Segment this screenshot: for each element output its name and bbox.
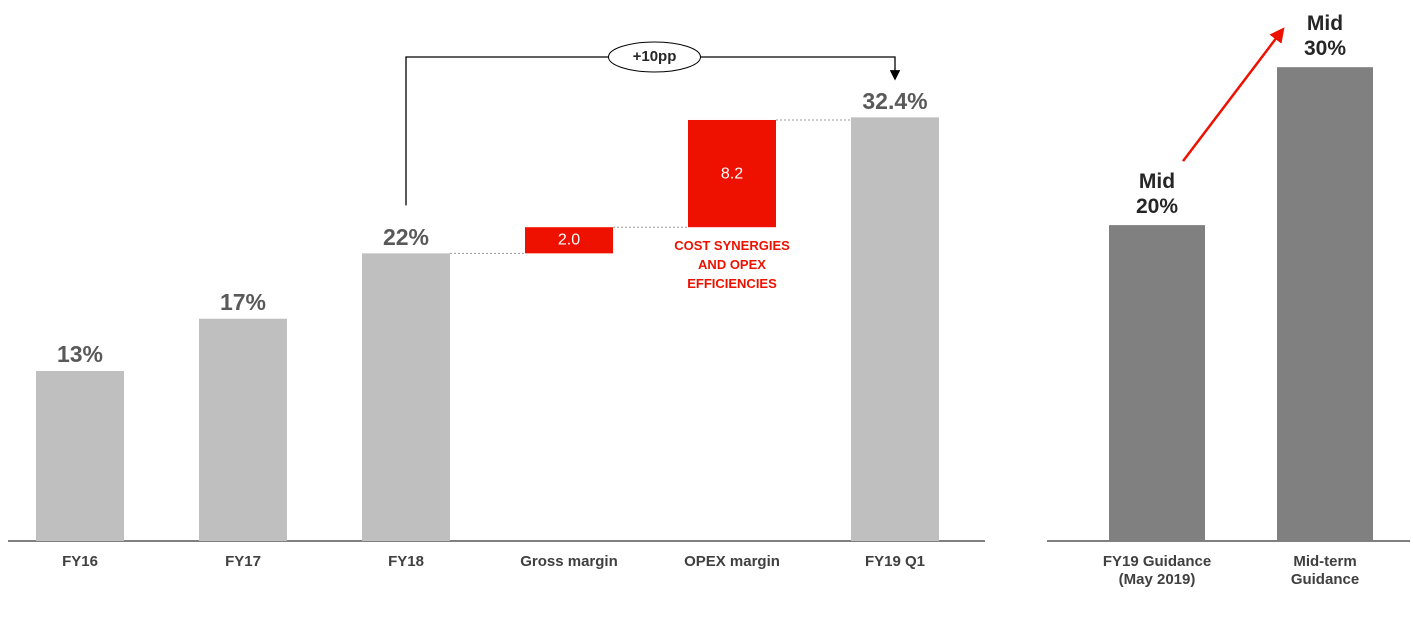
x-tick-label: FY19 Guidance (May 2019) — [1102, 553, 1212, 588]
bracket-badge — [608, 41, 701, 73]
bar — [688, 119, 776, 228]
annotation: COST SYNERGIES AND OPEX EFFICIENCIES — [674, 238, 790, 291]
value-label: Mid 20% — [1135, 169, 1179, 218]
bracket-label: +10pp — [632, 48, 677, 65]
bar — [199, 318, 287, 541]
x-tick-label: FY16 — [62, 553, 98, 570]
value-label: 32.4% — [862, 87, 928, 114]
bar — [362, 253, 450, 541]
x-tick-label: FY19 Q1 — [864, 553, 926, 570]
trend-arrow — [1182, 27, 1285, 162]
x-tick-label: FY18 — [388, 553, 424, 570]
value-label: 13% — [56, 341, 104, 368]
bar — [851, 117, 939, 542]
value-label: 2.0 — [557, 231, 581, 249]
x-tick-label: FY17 — [225, 553, 261, 570]
x-tick-label: Gross margin — [520, 553, 618, 570]
value-label: 22% — [382, 223, 430, 250]
value-label: 8.2 — [720, 164, 744, 182]
bracket — [405, 56, 901, 206]
bar — [1277, 67, 1373, 542]
x-tick-label: Mid-term Guidance — [1290, 553, 1360, 588]
bar — [525, 227, 613, 254]
bar — [36, 371, 124, 541]
x-tick-label: OPEX margin — [684, 553, 780, 570]
bar — [1109, 225, 1205, 541]
value-label: Mid 30% — [1303, 11, 1347, 60]
value-label: 17% — [219, 289, 267, 316]
